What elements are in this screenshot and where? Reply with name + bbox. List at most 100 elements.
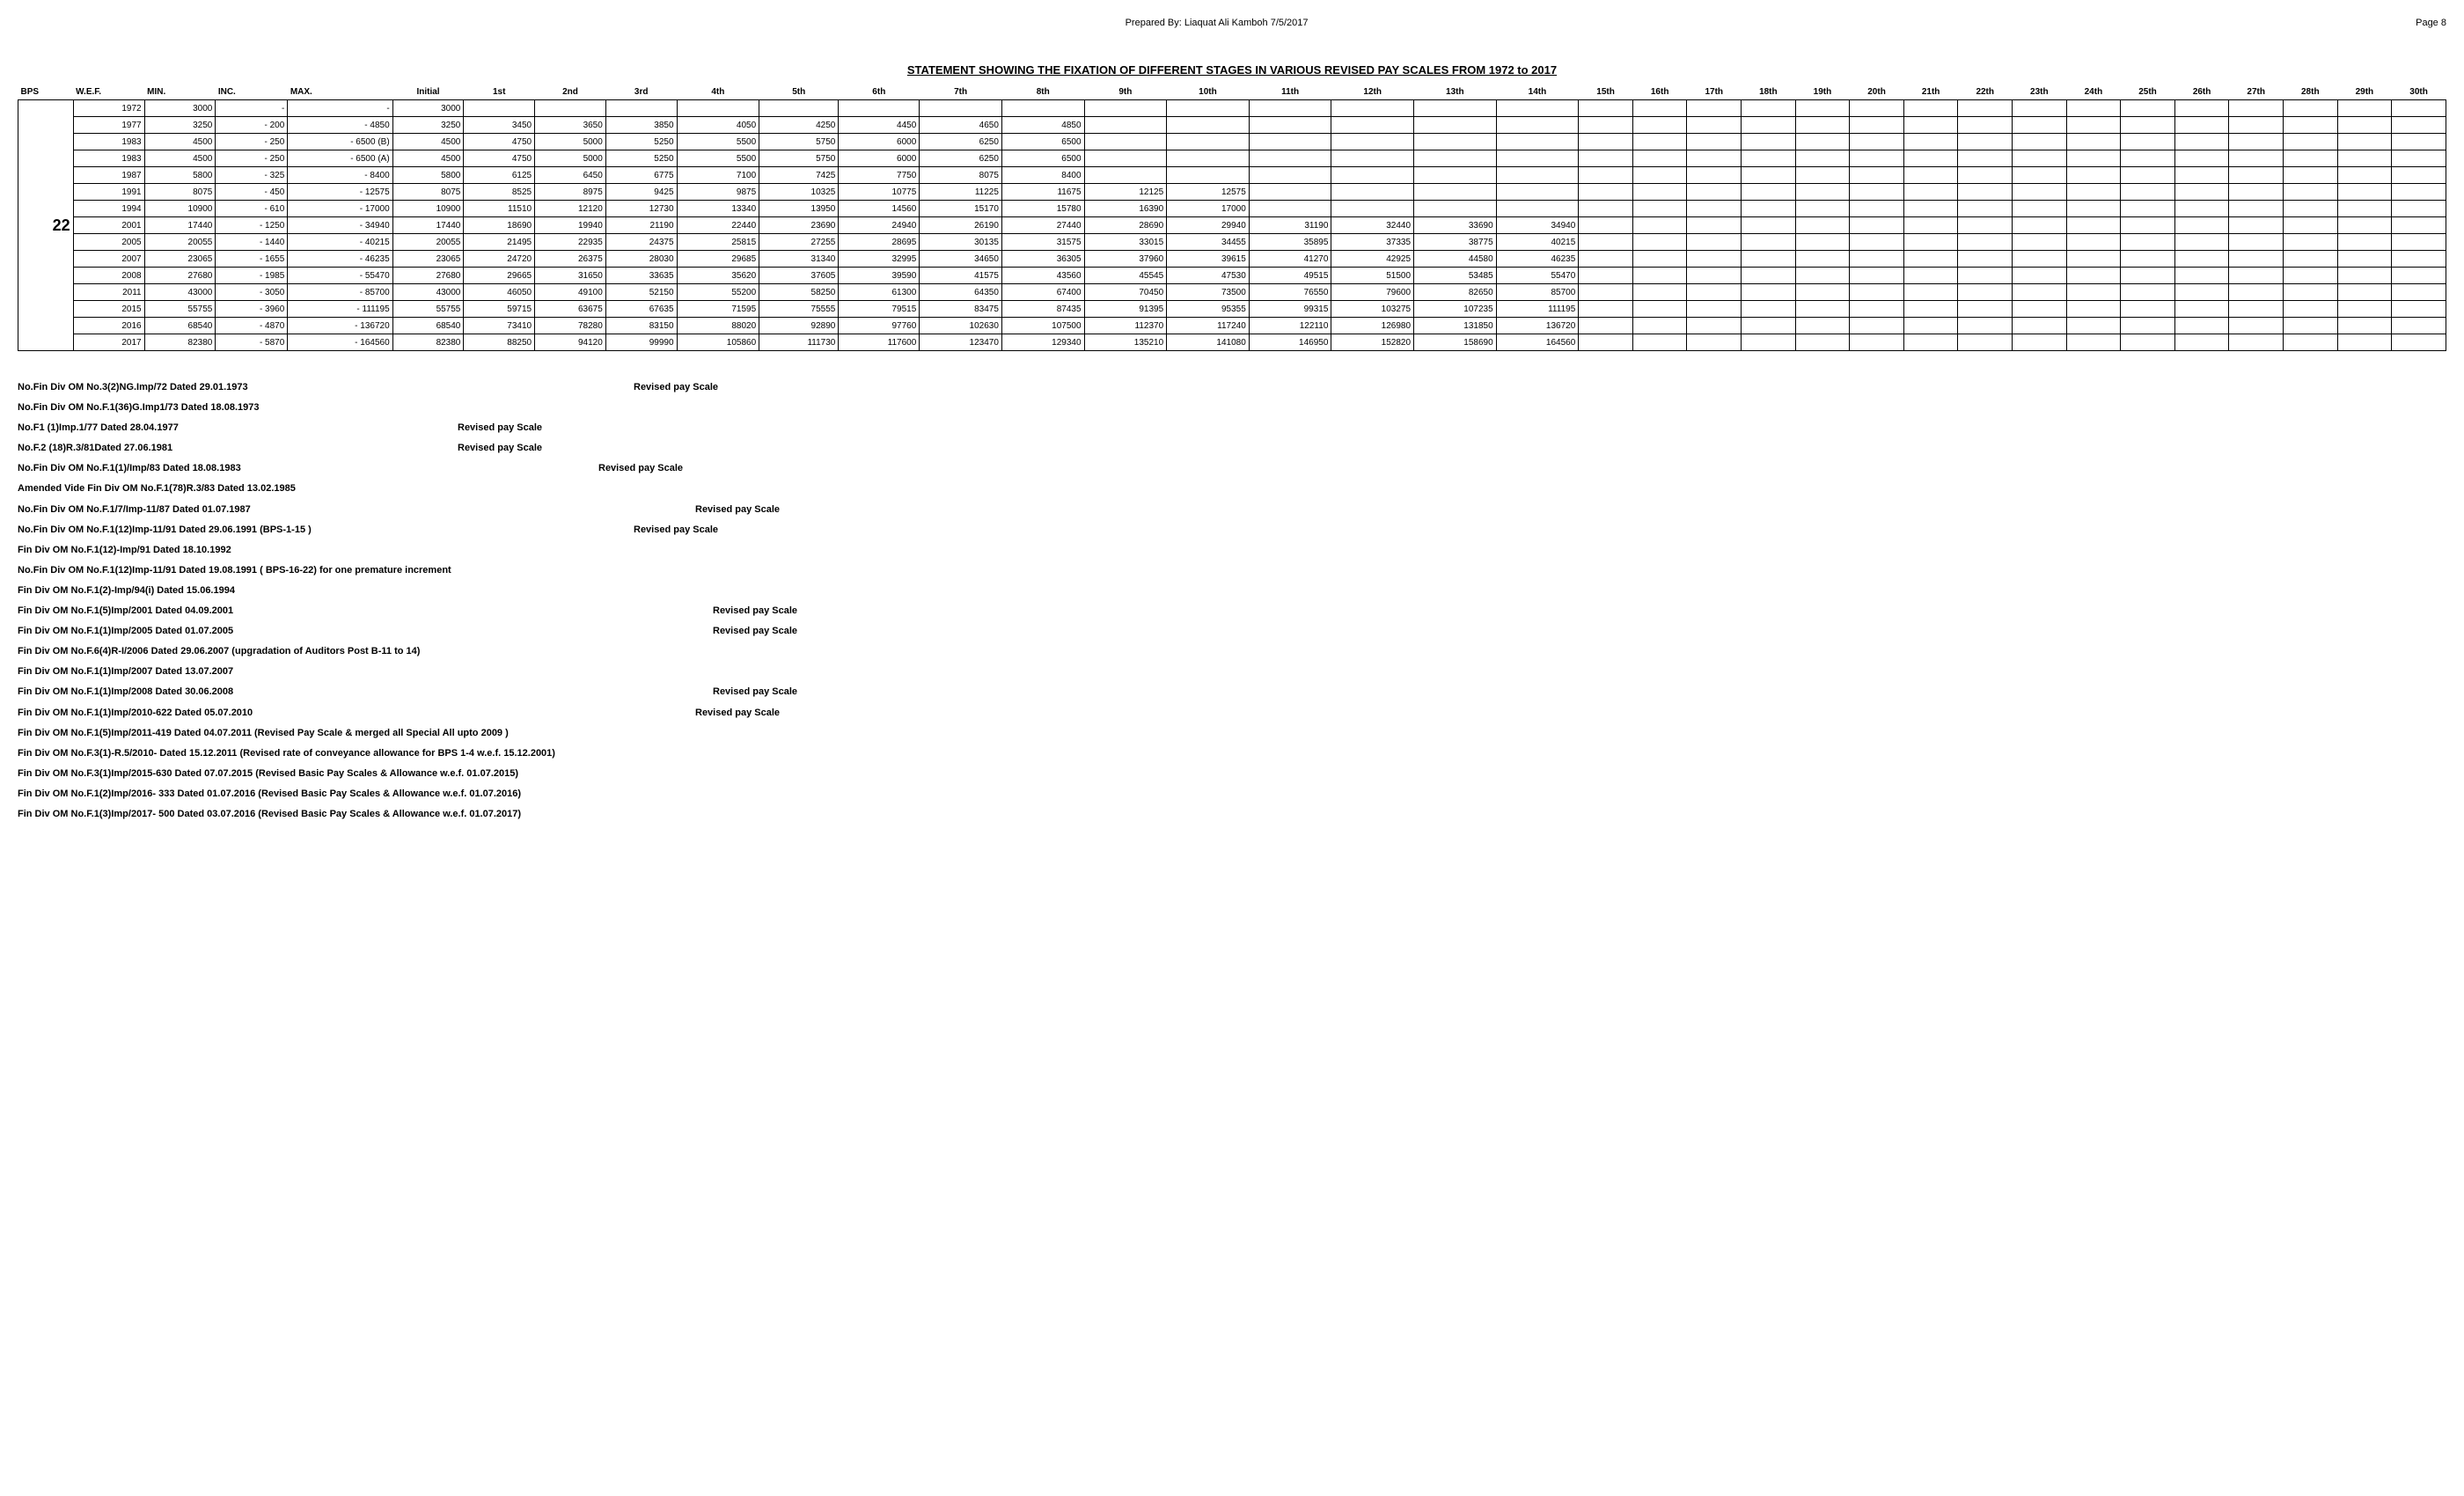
stage-cell: [2121, 184, 2175, 201]
stage-cell: 36305: [1001, 251, 1084, 268]
reference-text: Fin Div OM No.F.1(1)Imp/2008 Dated 30.06…: [18, 682, 713, 702]
cell: - 40215: [288, 234, 392, 251]
reference-line: No.F1 (1)Imp.1/77 Dated 28.04.1977Revise…: [18, 418, 2446, 438]
stage-cell: 40215: [1496, 234, 1579, 251]
reference-line: Fin Div OM No.F.1(2)Imp/2016- 333 Dated …: [18, 784, 2446, 804]
stage-cell: [2337, 150, 2392, 167]
stage-cell: 24940: [839, 217, 920, 234]
column-header: 5th: [759, 84, 839, 100]
stage-cell: [1579, 318, 1633, 334]
stage-cell: 76550: [1249, 284, 1331, 301]
stage-cell: [2121, 217, 2175, 234]
stage-cell: [2013, 100, 2067, 117]
stage-cell: 4500: [392, 134, 464, 150]
stage-cell: [2283, 100, 2337, 117]
stage-cell: 17440: [392, 217, 464, 234]
stage-cell: [2174, 268, 2229, 284]
cell: - 610: [216, 201, 288, 217]
stage-cell: [1579, 100, 1633, 117]
reference-line: No.Fin Div OM No.F.1/7/Imp-11/87 Dated 0…: [18, 500, 2446, 520]
cell: 82380: [144, 334, 216, 351]
stage-cell: 55200: [677, 284, 759, 301]
stage-cell: [1742, 134, 1796, 150]
stage-cell: [2066, 184, 2121, 201]
stage-cell: 12575: [1167, 184, 1250, 201]
stage-cell: 6250: [920, 150, 1002, 167]
stage-cell: [1632, 134, 1687, 150]
stage-cell: [1742, 234, 1796, 251]
table-row: 201782380- 5870- 16456082380882509412099…: [18, 334, 2446, 351]
reference-note: Revised pay Scale: [598, 458, 683, 479]
stage-cell: [1850, 268, 1904, 284]
table-row: 2219723000--3000: [18, 100, 2446, 117]
column-header: 27th: [2229, 84, 2284, 100]
stage-cell: 5750: [759, 134, 839, 150]
stage-cell: [2013, 234, 2067, 251]
stage-cell: [2337, 334, 2392, 351]
stage-cell: [2121, 134, 2175, 150]
stage-cell: [1850, 318, 1904, 334]
stage-cell: 15170: [920, 201, 1002, 217]
stage-cell: [1742, 318, 1796, 334]
column-header: MAX.: [288, 84, 392, 100]
cell: - 46235: [288, 251, 392, 268]
column-header: INC.: [216, 84, 288, 100]
stage-cell: [1167, 167, 1250, 184]
stage-cell: 102630: [920, 318, 1002, 334]
stage-cell: [2337, 251, 2392, 268]
stage-cell: [2066, 334, 2121, 351]
stage-cell: [1249, 201, 1331, 217]
stage-cell: [1850, 134, 1904, 150]
table-row: 201668540- 4870- 13672068540734107828083…: [18, 318, 2446, 334]
reference-text: Fin Div OM No.F.1(1)Imp/2007 Dated 13.07…: [18, 662, 233, 682]
prepared-by: Prepared By: Liaquat Ali Kamboh 7/5/2017: [1126, 18, 1309, 28]
stage-cell: [2121, 167, 2175, 184]
stage-cell: [1742, 301, 1796, 318]
bps-cell: 22: [18, 100, 74, 351]
column-header: 21th: [1903, 84, 1958, 100]
stage-cell: [2066, 117, 2121, 134]
stage-cell: [2174, 284, 2229, 301]
stage-cell: [1496, 134, 1579, 150]
stage-cell: [2121, 268, 2175, 284]
reference-line: No.Fin Div OM No.F.1(12)Imp-11/91 Dated …: [18, 520, 2446, 540]
stage-cell: [1632, 201, 1687, 217]
reference-line: No.F.2 (18)R.3/81Dated 27.06.1981Revised…: [18, 438, 2446, 458]
stage-cell: [1632, 301, 1687, 318]
stage-cell: 64350: [920, 284, 1002, 301]
cell: - 1440: [216, 234, 288, 251]
stage-cell: [1903, 184, 1958, 201]
cell: 1987: [73, 167, 144, 184]
stage-cell: [2392, 100, 2446, 117]
stage-cell: 15780: [1001, 201, 1084, 217]
stage-cell: [1687, 268, 1742, 284]
stage-cell: 55755: [392, 301, 464, 318]
stage-cell: 21190: [605, 217, 677, 234]
stage-cell: 13340: [677, 201, 759, 217]
reference-note: Revised pay Scale: [695, 703, 780, 723]
table-row: 200827680- 1985- 55470276802966531650336…: [18, 268, 2446, 284]
stage-cell: [1687, 318, 1742, 334]
stage-cell: [2174, 251, 2229, 268]
stage-cell: [1958, 150, 2013, 167]
stage-cell: [2121, 284, 2175, 301]
stage-cell: [2013, 201, 2067, 217]
stage-cell: 88020: [677, 318, 759, 334]
stage-cell: [2066, 284, 2121, 301]
stage-cell: [1903, 318, 1958, 334]
column-header: 2nd: [535, 84, 606, 100]
stage-cell: [1958, 117, 2013, 134]
stage-cell: [2229, 318, 2284, 334]
stage-cell: [1496, 150, 1579, 167]
stage-cell: [2174, 201, 2229, 217]
stage-cell: [920, 100, 1002, 117]
stage-cell: [2013, 318, 2067, 334]
reference-text: Fin Div OM No.F.1(1)Imp/2010-622 Dated 0…: [18, 703, 695, 723]
stage-cell: 46235: [1496, 251, 1579, 268]
stage-cell: 94120: [535, 334, 606, 351]
stage-cell: 41575: [920, 268, 1002, 284]
cell: - 164560: [288, 334, 392, 351]
reference-text: Fin Div OM No.F.1(12)-Imp/91 Dated 18.10…: [18, 540, 231, 561]
reference-line: Fin Div OM No.F.6(4)R-I/2006 Dated 29.06…: [18, 642, 2446, 662]
stage-cell: 37335: [1331, 234, 1414, 251]
